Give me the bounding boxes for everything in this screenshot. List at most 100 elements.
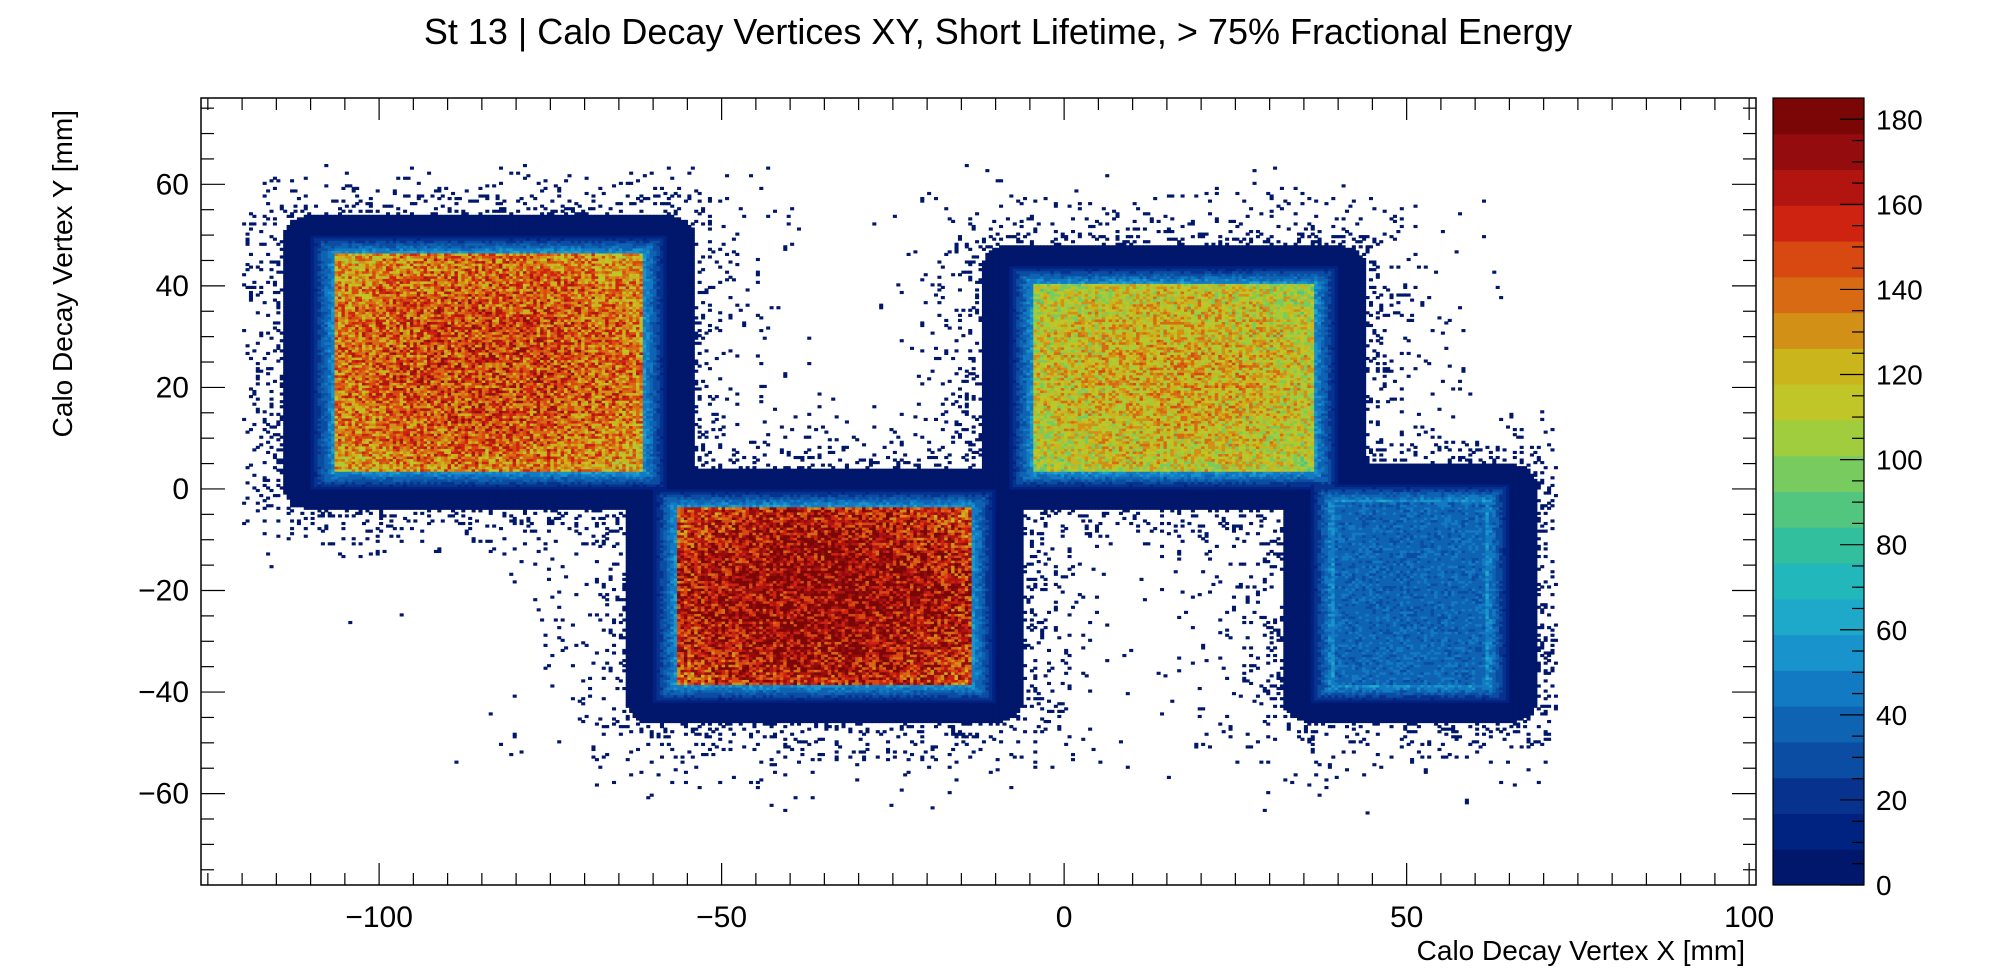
heatmap-cell (352, 542, 356, 545)
heatmap-cell (270, 210, 274, 213)
heatmap-cell (304, 205, 308, 208)
heatmap-cell (273, 187, 277, 190)
chart-title: St 13 | Calo Decay Vertices XY, Short Li… (424, 11, 1572, 52)
heatmap-cell (249, 291, 253, 294)
heatmap-cell (263, 519, 267, 522)
heatmap-cell (276, 479, 280, 482)
heatmap-cell (242, 522, 246, 525)
heatmap-cell (276, 507, 280, 510)
heatmap-cell (352, 514, 356, 517)
heatmap-cell (256, 382, 260, 385)
heatmap-cell (331, 215, 335, 218)
heatmap-cell (249, 212, 253, 215)
heatmap-cell (256, 375, 260, 378)
heatmap-cell (256, 489, 260, 492)
heatmap-cell (297, 519, 301, 522)
heatmap-cell (317, 514, 321, 517)
heatmap-cell (266, 253, 270, 256)
heatmap-cell (249, 464, 253, 467)
heatmap-cell (345, 215, 349, 218)
heatmap-cell (259, 494, 263, 497)
heatmap-cell (252, 474, 256, 477)
heatmap-cell (283, 230, 287, 233)
heatmap-cell (270, 179, 274, 182)
heatmap-cell (335, 200, 339, 203)
heatmap-cell (338, 552, 342, 555)
heatmap-cell (290, 189, 294, 192)
heatmap-cell (246, 519, 250, 522)
heatmap-cell (276, 459, 280, 462)
heatmap-cell (249, 253, 253, 256)
heatmap-cell (252, 403, 256, 406)
heatmap-cell (273, 217, 277, 220)
heatmap-cell (324, 212, 328, 215)
heatmap-cell (256, 446, 260, 449)
heatmap-cell (249, 387, 253, 390)
heatmap-cell (263, 499, 267, 502)
heatmap-cell (252, 286, 256, 289)
heatmap-cell (263, 243, 267, 246)
heatmap-cell (270, 367, 274, 370)
heatmap-cell (341, 210, 345, 213)
heatmap-cell (341, 555, 345, 558)
heatmap-cell (276, 271, 280, 274)
heatmap-cell (293, 189, 297, 192)
heatmap-cell (300, 512, 304, 515)
heatmap-cell (276, 433, 280, 436)
heatmap-cell (266, 382, 270, 385)
heatmap-cell (263, 194, 267, 197)
heatmap-cell (273, 281, 277, 284)
heatmap-cell (256, 293, 260, 296)
heatmap-cell (290, 527, 294, 530)
heatmap-cell (276, 329, 280, 332)
heatmap-cell (263, 484, 267, 487)
heatmap-cell (355, 194, 359, 197)
heatmap-cell (276, 291, 280, 294)
heatmap-cell (246, 233, 250, 236)
heatmap-cell (263, 182, 267, 185)
heatmap-cell (270, 403, 274, 406)
heatmap-cell (317, 215, 321, 218)
heatmap-cell (324, 184, 328, 187)
heatmap-cell (276, 359, 280, 362)
heatmap-cell (276, 469, 280, 472)
heatmap-cell (304, 535, 308, 538)
heatmap-cell (263, 507, 267, 510)
heatmap-cell (352, 215, 356, 218)
heatmap-cell (331, 200, 335, 203)
heatmap-cell (256, 408, 260, 411)
heatmap-cell (252, 349, 256, 352)
heatmap-cell (324, 525, 328, 528)
heatmap-cell (249, 227, 253, 230)
heatmap-cell (246, 481, 250, 484)
heatmap-cell (266, 281, 270, 284)
heatmap-cell (352, 205, 356, 208)
heatmap-cell (276, 344, 280, 347)
heatmap-cell (311, 512, 315, 515)
heatmap-cell (355, 215, 359, 218)
heatmap-cell (256, 509, 260, 512)
heatmap-cell (266, 431, 270, 434)
heatmap-cell (249, 357, 253, 360)
heatmap-cell (273, 453, 277, 456)
heatmap-cell (276, 519, 280, 522)
heatmap-cell (280, 205, 284, 208)
heatmap-cell (259, 291, 263, 294)
heatmap-cell (314, 205, 318, 208)
heatmap-cell (359, 210, 363, 213)
heatmap-cell (263, 476, 267, 479)
heatmap-cell (270, 504, 274, 507)
heatmap-cell (338, 514, 342, 517)
heatmap-cell (338, 212, 342, 215)
heatmap-cell (276, 448, 280, 451)
heatmap-cell (345, 205, 349, 208)
heatmap-cell (297, 217, 301, 220)
heatmap-cell (249, 395, 253, 398)
heatmap-cell (249, 428, 253, 431)
heatmap-cell (270, 260, 274, 263)
heatmap-cell (252, 423, 256, 426)
heatmap-cell (270, 390, 274, 393)
heatmap-cell (311, 215, 315, 218)
heatmap-cell (345, 514, 349, 517)
